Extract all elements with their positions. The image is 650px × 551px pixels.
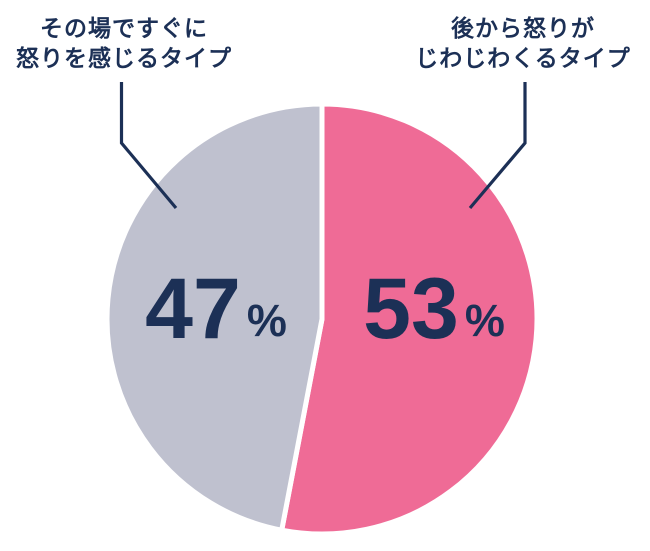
right-label-line1: 後から怒りが [450, 15, 595, 41]
gray-slice-percent-number: 47 [145, 261, 241, 357]
left-label-line2: 怒りを感じるタイプ [16, 45, 232, 71]
left-label-line1: その場ですぐに [40, 15, 208, 41]
callout-right-label: 後から怒りが じわじわくるタイプ [415, 13, 631, 73]
value-label-gray-slice: 47 % [145, 266, 287, 352]
gray-slice-percent-sign: % [246, 295, 287, 346]
pie-slice-right [279, 101, 540, 537]
callout-left-label: その場ですぐに 怒りを感じるタイプ [16, 13, 232, 73]
right-label-line2: じわじわくるタイプ [415, 45, 631, 71]
right-leader-line [468, 82, 527, 210]
pink-slice-percent-number: 53 [363, 261, 459, 357]
left-leader-line [119, 82, 178, 210]
pink-slice-percent-sign: % [464, 295, 505, 346]
pie-slice-left [104, 101, 325, 533]
pie-slices [104, 101, 540, 537]
value-label-pink-slice: 53 % [363, 266, 505, 352]
